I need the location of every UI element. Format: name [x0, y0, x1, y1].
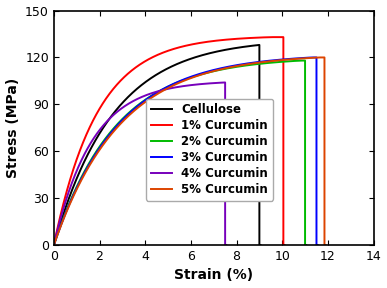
2% Curcumin	[85, 165, 89, 168]
Cellulose	[245, 45, 250, 48]
5% Curcumin	[51, 243, 56, 247]
5% Curcumin	[323, 243, 328, 247]
4% Curcumin	[100, 125, 104, 128]
2% Curcumin	[197, 73, 202, 77]
Line: 4% Curcumin: 4% Curcumin	[54, 82, 226, 245]
Cellulose	[257, 43, 262, 47]
4% Curcumin	[224, 243, 229, 247]
3% Curcumin	[204, 70, 209, 74]
5% Curcumin	[72, 193, 77, 196]
2% Curcumin	[208, 70, 212, 74]
3% Curcumin	[71, 193, 76, 196]
5% Curcumin	[58, 226, 62, 230]
Cellulose	[166, 67, 170, 70]
4% Curcumin	[147, 92, 151, 96]
3% Curcumin	[315, 243, 320, 247]
1% Curcumin	[51, 243, 56, 247]
4% Curcumin	[223, 81, 228, 84]
1% Curcumin	[57, 220, 61, 224]
2% Curcumin	[75, 185, 79, 188]
4% Curcumin	[51, 243, 56, 247]
3% Curcumin	[51, 243, 56, 247]
Cellulose	[252, 44, 256, 47]
1% Curcumin	[68, 177, 73, 180]
2% Curcumin	[51, 243, 56, 247]
1% Curcumin	[81, 141, 86, 144]
X-axis label: Strain (%): Strain (%)	[174, 268, 253, 283]
Cellulose	[110, 114, 114, 117]
2% Curcumin	[298, 59, 303, 62]
1% Curcumin	[189, 43, 194, 46]
Cellulose	[208, 51, 213, 55]
Y-axis label: Stress (MPa): Stress (MPa)	[5, 78, 20, 178]
5% Curcumin	[317, 56, 321, 59]
Cellulose	[258, 243, 263, 247]
5% Curcumin	[208, 70, 213, 74]
Line: 5% Curcumin: 5% Curcumin	[54, 57, 325, 245]
3% Curcumin	[58, 226, 62, 230]
Cellulose	[55, 233, 59, 236]
2% Curcumin	[70, 194, 75, 197]
1% Curcumin	[269, 35, 273, 39]
5% Curcumin	[76, 184, 81, 187]
3% Curcumin	[75, 184, 80, 187]
2% Curcumin	[304, 243, 308, 247]
3% Curcumin	[86, 164, 91, 167]
Legend: Cellulose, 1% Curcumin, 2% Curcumin, 3% Curcumin, 4% Curcumin, 5% Curcumin: Cellulose, 1% Curcumin, 2% Curcumin, 3% …	[146, 98, 273, 201]
1% Curcumin	[72, 165, 77, 168]
4% Curcumin	[54, 232, 59, 236]
5% Curcumin	[87, 164, 92, 167]
2% Curcumin	[57, 227, 62, 230]
5% Curcumin	[219, 67, 224, 71]
3% Curcumin	[215, 67, 220, 71]
Line: Cellulose: Cellulose	[54, 45, 260, 245]
3% Curcumin	[310, 56, 314, 59]
4% Curcumin	[218, 81, 223, 84]
4% Curcumin	[182, 84, 187, 88]
1% Curcumin	[180, 45, 184, 48]
1% Curcumin	[282, 243, 287, 247]
Line: 3% Curcumin: 3% Curcumin	[54, 57, 318, 245]
Cellulose	[51, 243, 56, 247]
4% Curcumin	[213, 81, 218, 85]
Line: 2% Curcumin: 2% Curcumin	[54, 60, 306, 245]
Line: 1% Curcumin: 1% Curcumin	[54, 37, 284, 245]
